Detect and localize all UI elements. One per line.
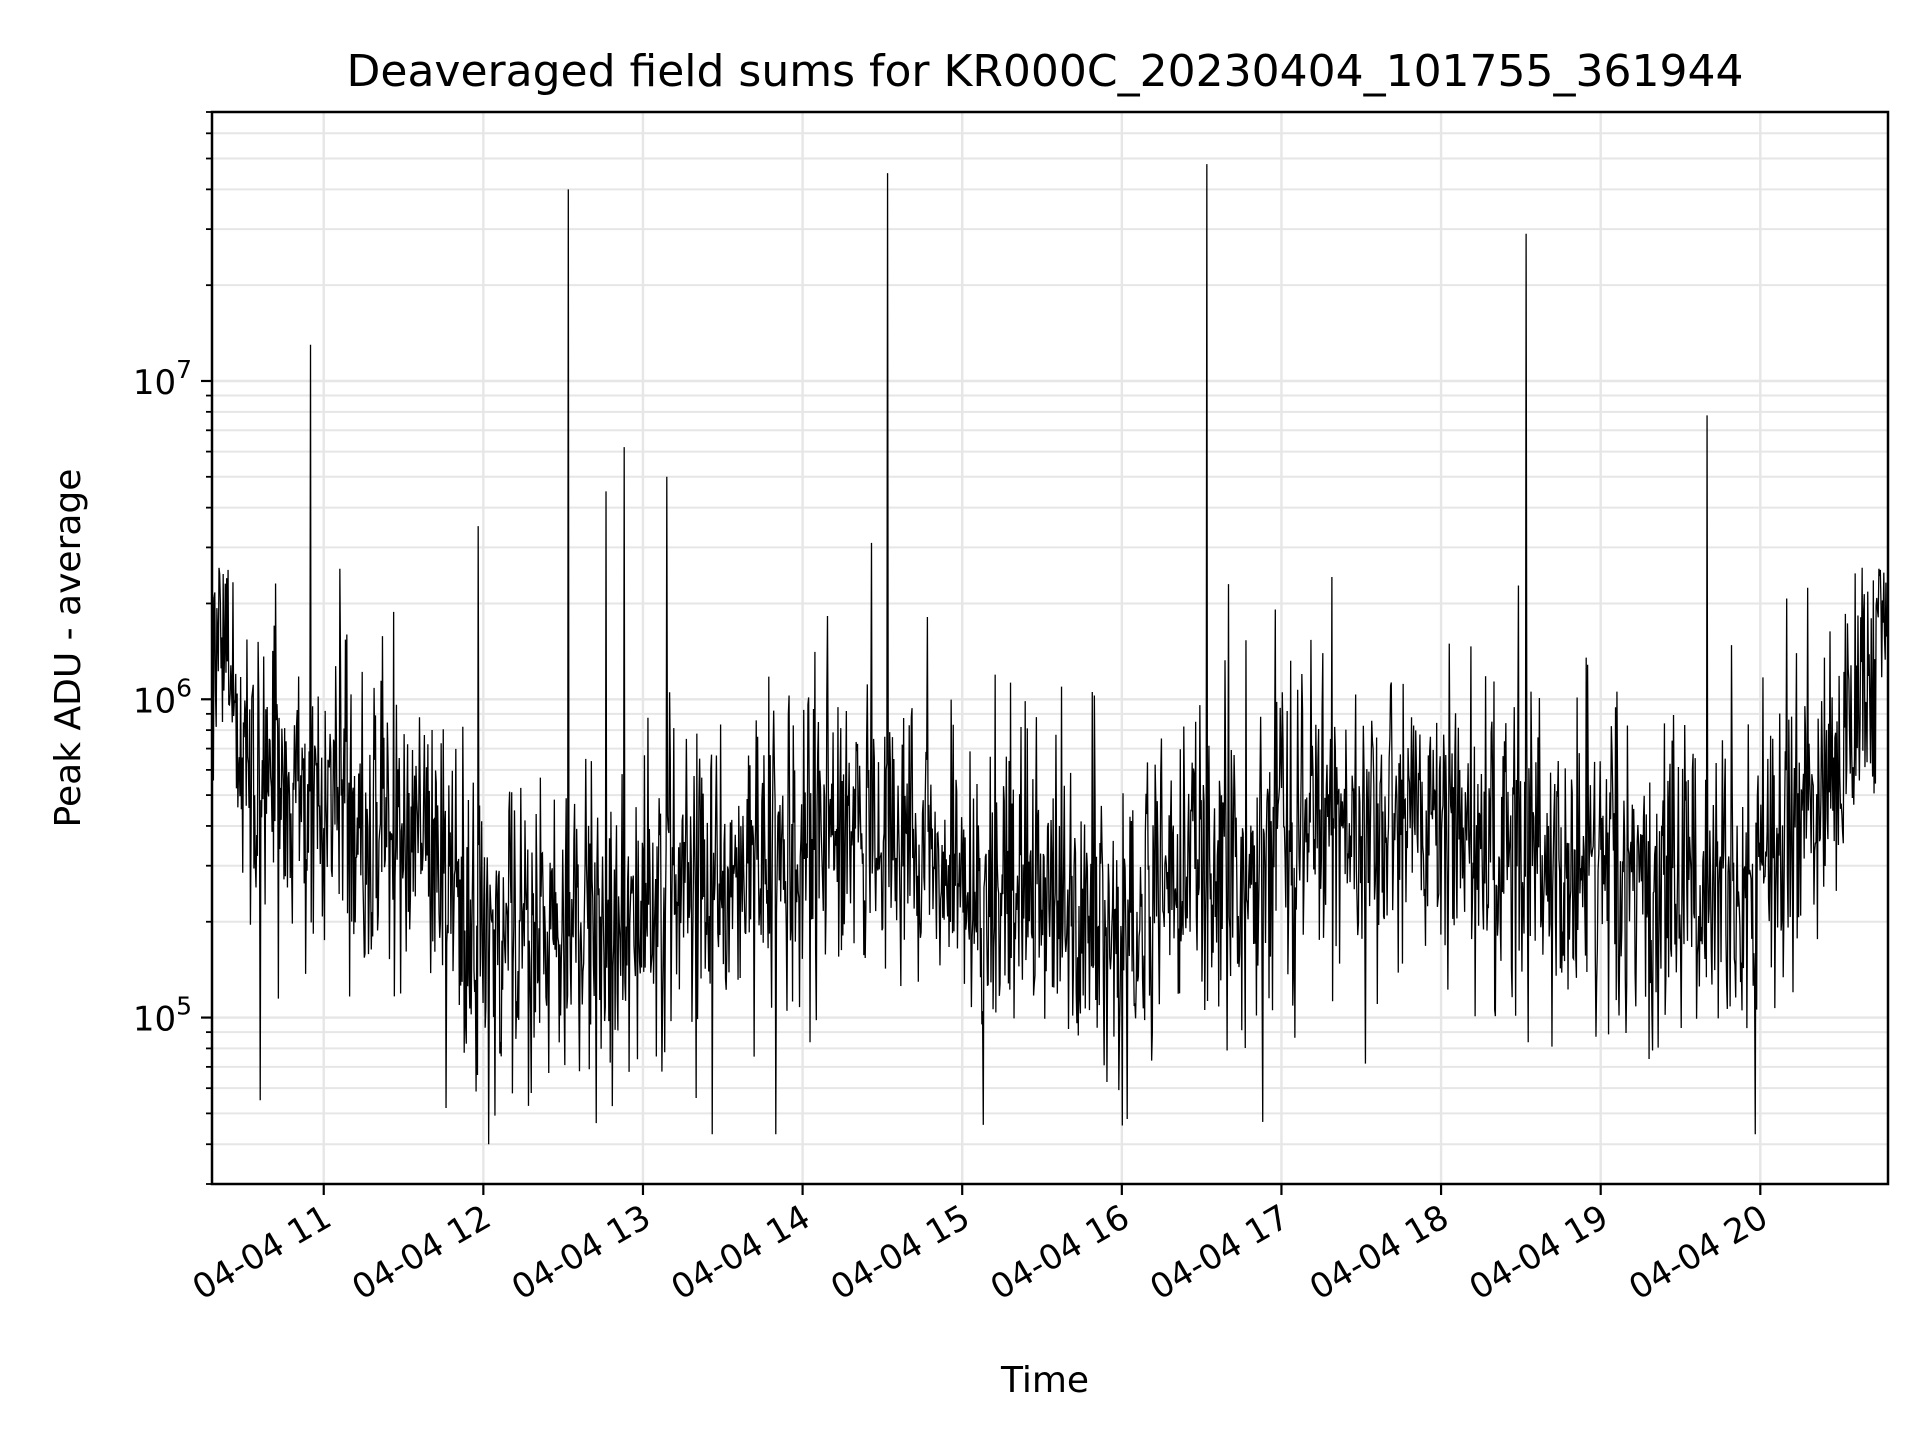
- grid-minor: [212, 111, 1888, 1185]
- chart-title: Deaveraged field sums for KR000C_2023040…: [347, 46, 1744, 97]
- y-axis-label: Peak ADU - average: [48, 469, 89, 828]
- plot-frame: [210, 110, 1890, 1186]
- y-tick-label: 107: [133, 355, 192, 403]
- series-line: [211, 164, 1889, 1145]
- y-tick-label: 105: [133, 992, 192, 1040]
- x-axis-label: Time: [1000, 1360, 1089, 1401]
- series-group: [211, 164, 1889, 1145]
- y-tick-label: 106: [133, 673, 192, 721]
